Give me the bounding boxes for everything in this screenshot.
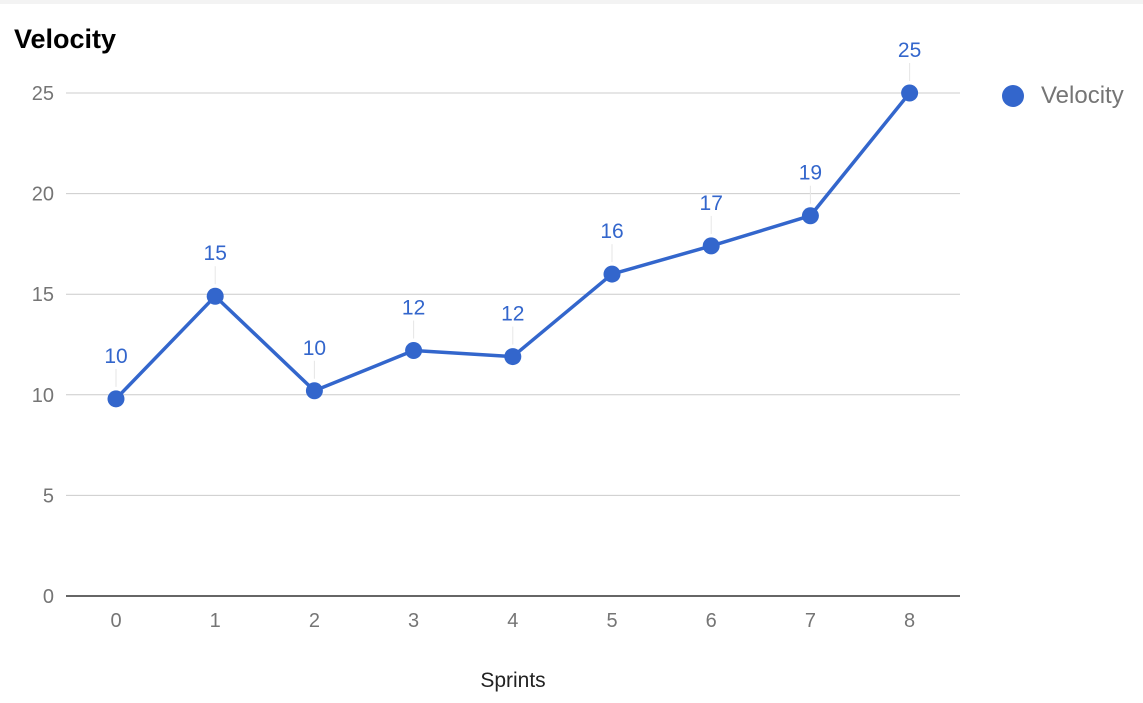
x-axis-title: Sprints (480, 669, 545, 692)
data-labels: 10 15 10 12 12 16 17 19 25 (104, 39, 921, 387)
data-point (206, 287, 224, 305)
chart-title: Velocity (14, 24, 116, 54)
y-tick-label: 5 (43, 485, 54, 507)
top-border-strip (0, 0, 1143, 4)
data-label: 17 (700, 192, 723, 215)
y-tick-label: 25 (32, 83, 54, 105)
x-tick-label: 0 (110, 610, 121, 632)
gridlines (66, 92, 960, 496)
data-label: 16 (600, 220, 623, 243)
y-tick-label: 0 (43, 586, 54, 608)
data-point (107, 390, 125, 408)
data-point (901, 84, 919, 102)
x-tick-label: 6 (706, 610, 717, 632)
x-tick-label: 1 (210, 610, 221, 632)
data-label: 12 (501, 303, 524, 326)
y-tick-label: 10 (32, 385, 54, 407)
x-tick-label: 8 (904, 610, 915, 632)
data-point (305, 382, 323, 400)
x-tick-label: 4 (507, 610, 518, 632)
data-label: 10 (303, 337, 326, 360)
y-tick-label: 15 (32, 284, 54, 306)
y-tick-label: 20 (32, 184, 54, 206)
data-point (801, 207, 819, 225)
data-point (504, 348, 522, 366)
data-label: 15 (204, 242, 227, 265)
data-label: 10 (104, 345, 127, 368)
x-tick-label: 5 (606, 610, 617, 632)
x-tick-label: 2 (309, 610, 320, 632)
legend-marker-velocity (1002, 85, 1024, 107)
data-point (702, 237, 720, 255)
data-point (405, 342, 423, 360)
legend-label-velocity: Velocity (1041, 82, 1124, 109)
x-axis-ticks: 0 1 2 3 4 5 6 7 8 (110, 610, 915, 632)
data-label: 19 (799, 162, 822, 185)
data-label: 12 (402, 297, 425, 320)
y-axis-ticks: 0 5 10 15 20 25 (32, 83, 54, 608)
data-label: 25 (898, 39, 921, 62)
data-point (603, 265, 621, 283)
x-tick-label: 7 (805, 610, 816, 632)
x-tick-label: 3 (408, 610, 419, 632)
legend[interactable]: Velocity (1002, 82, 1124, 109)
series-velocity (107, 84, 919, 408)
